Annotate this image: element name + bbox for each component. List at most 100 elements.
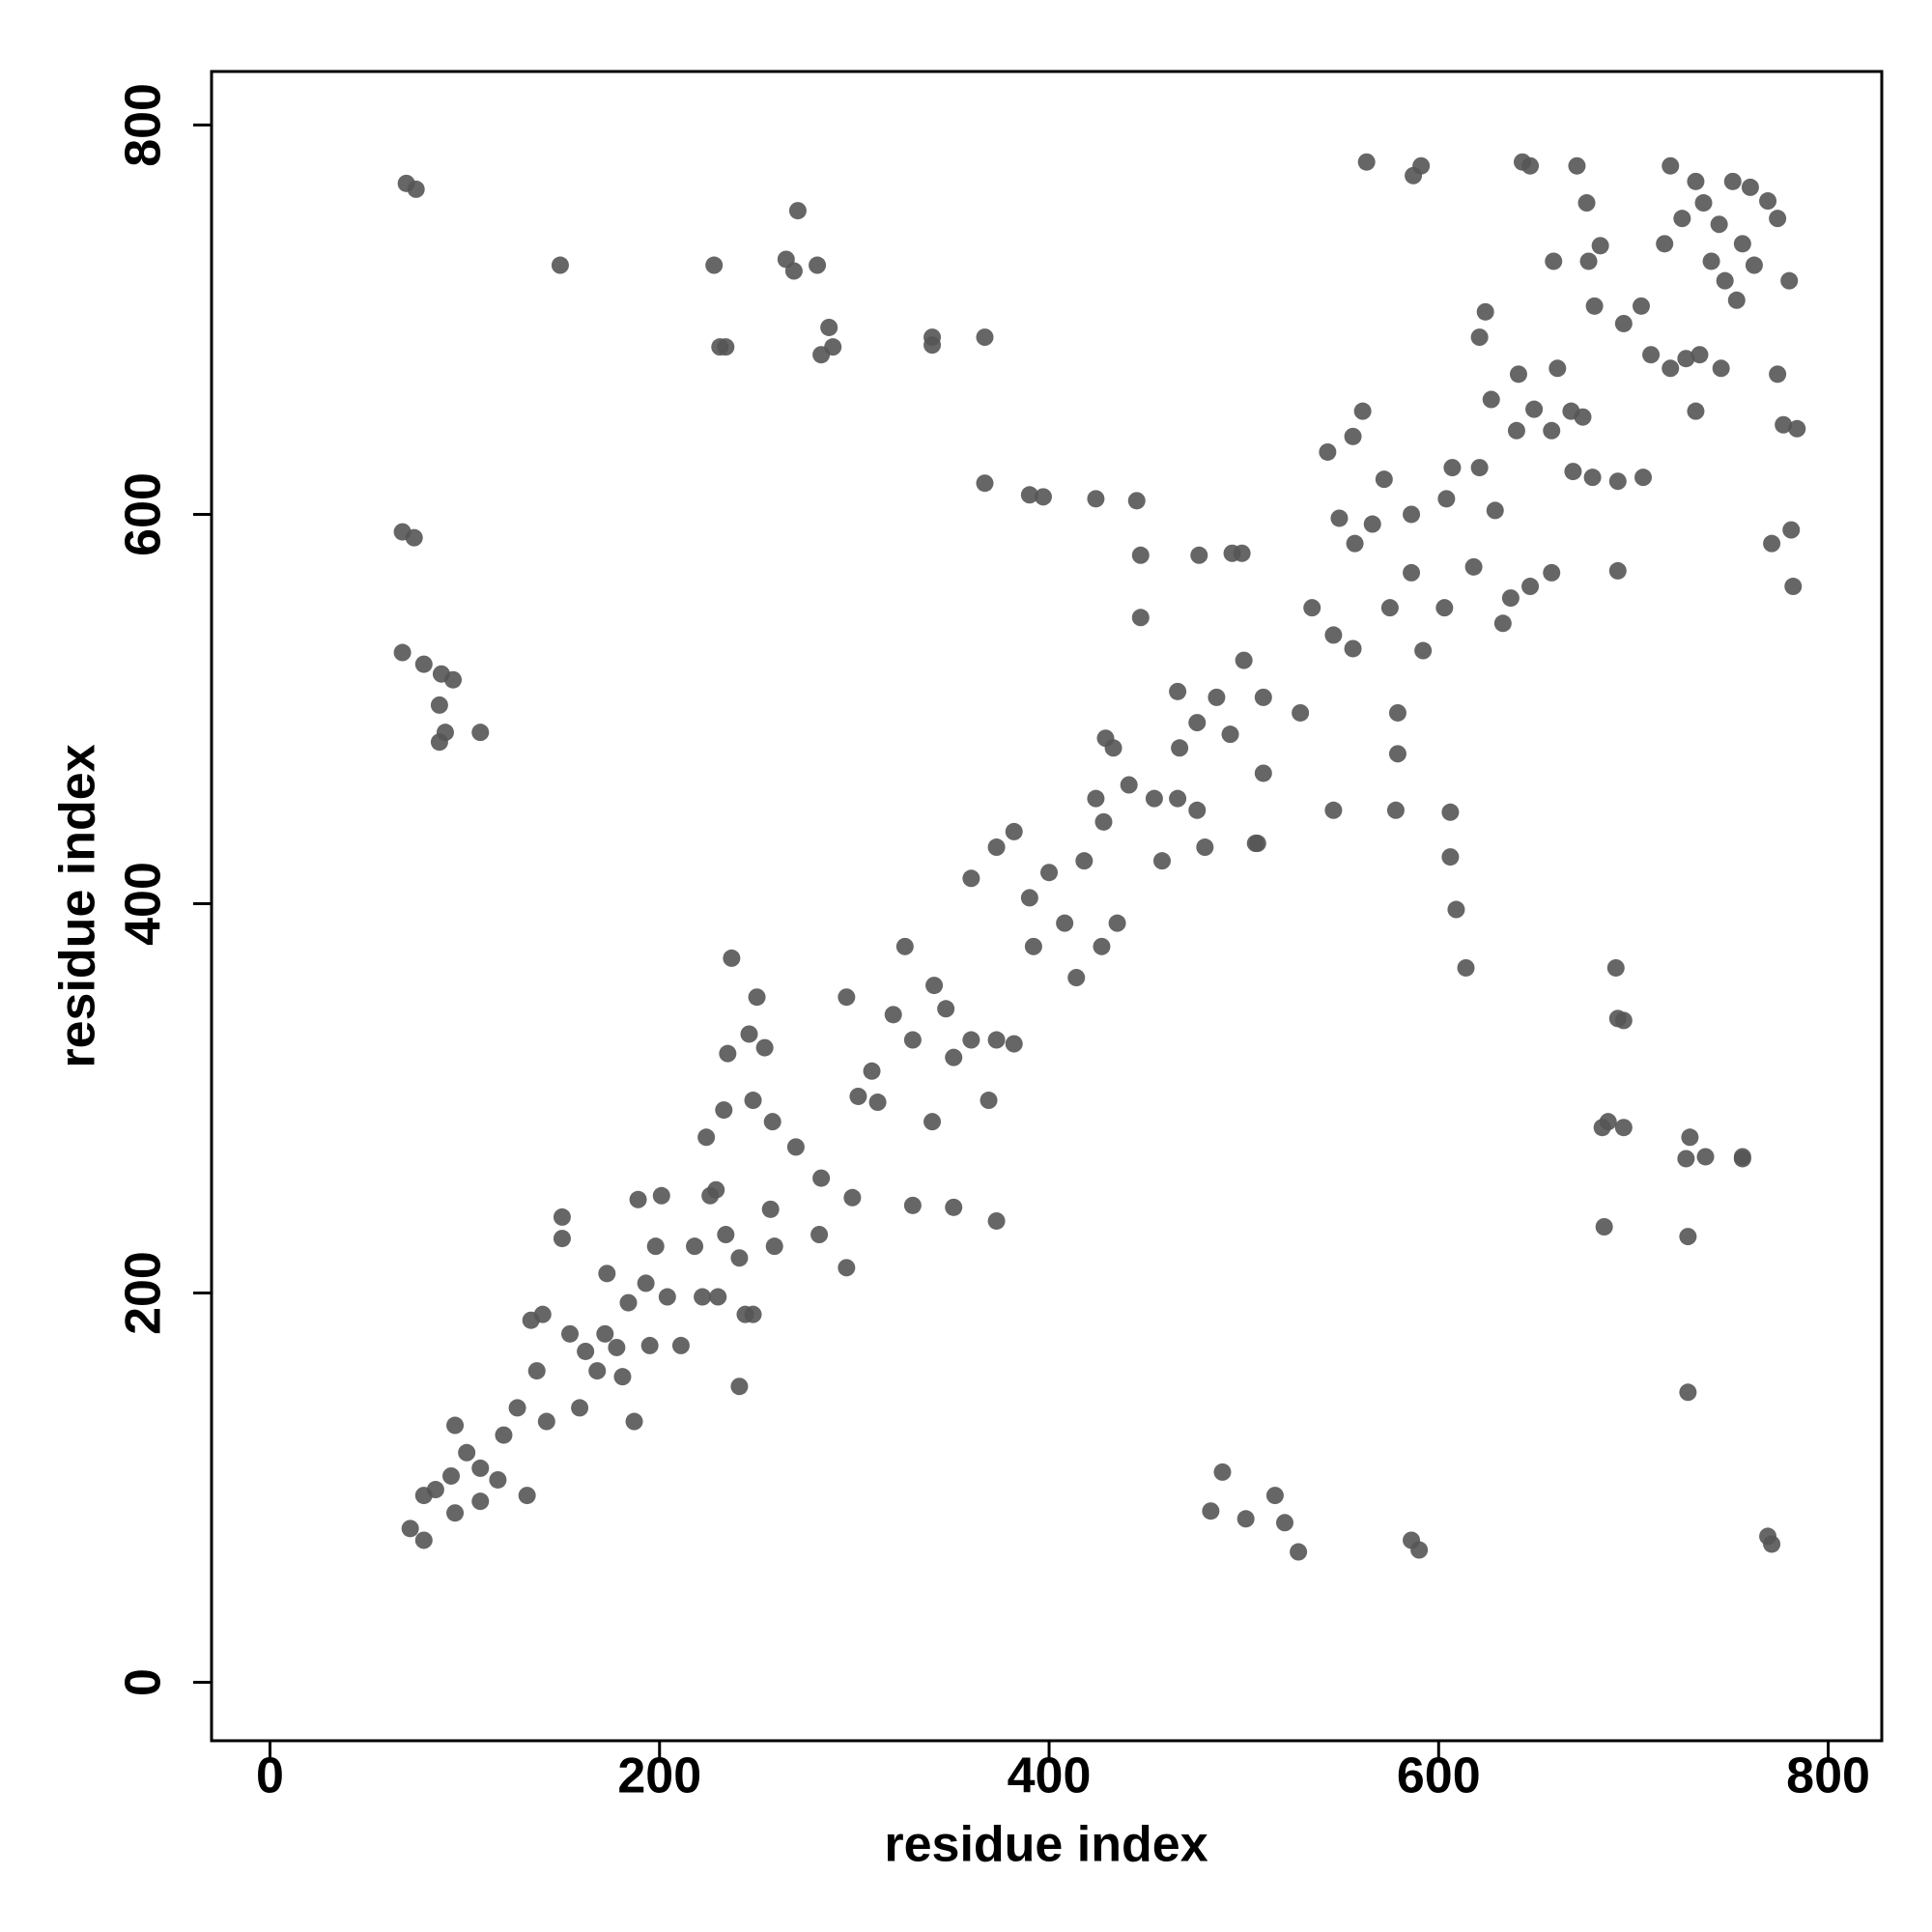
point xyxy=(414,655,433,673)
x-tick-label: 0 xyxy=(256,1748,284,1804)
point xyxy=(1303,599,1321,617)
point xyxy=(1782,521,1801,539)
point xyxy=(1780,271,1799,290)
point xyxy=(1677,1150,1695,1168)
point xyxy=(1507,421,1525,440)
point xyxy=(571,1399,589,1417)
point xyxy=(1094,812,1113,831)
point xyxy=(1733,235,1751,253)
point xyxy=(1020,889,1038,907)
point xyxy=(812,1169,831,1187)
point xyxy=(1202,1502,1220,1520)
point xyxy=(1545,252,1563,270)
point xyxy=(838,988,856,1007)
point xyxy=(1470,328,1489,347)
point xyxy=(1275,1514,1293,1532)
y-tick-label: 600 xyxy=(116,472,172,556)
point xyxy=(1443,459,1462,477)
point xyxy=(719,1044,737,1063)
point xyxy=(551,256,569,274)
point xyxy=(1437,490,1456,508)
point xyxy=(1521,156,1540,175)
point xyxy=(1087,789,1105,808)
point xyxy=(1388,703,1406,722)
point xyxy=(1595,1217,1613,1236)
y-tick-label: 400 xyxy=(116,862,172,946)
point xyxy=(1716,271,1734,290)
point xyxy=(1447,900,1465,919)
point xyxy=(537,1412,555,1431)
point xyxy=(838,1259,856,1277)
point xyxy=(987,1211,1006,1230)
point xyxy=(1662,156,1680,175)
point xyxy=(980,1092,998,1110)
point xyxy=(1441,848,1460,867)
point xyxy=(1464,557,1483,576)
point xyxy=(937,1000,955,1018)
point xyxy=(1634,469,1652,487)
point xyxy=(1254,764,1272,782)
point xyxy=(508,1399,526,1417)
point xyxy=(1005,822,1023,840)
point xyxy=(1694,194,1713,213)
point xyxy=(1152,852,1171,870)
point xyxy=(786,1138,805,1156)
x-tick-label: 400 xyxy=(1008,1748,1092,1804)
point xyxy=(1662,359,1680,378)
point xyxy=(1169,682,1187,700)
point xyxy=(945,1048,963,1066)
point xyxy=(1235,651,1253,669)
point xyxy=(1344,639,1362,658)
point xyxy=(987,838,1006,857)
point xyxy=(705,256,724,274)
point xyxy=(598,1264,616,1283)
point xyxy=(426,1481,444,1499)
point xyxy=(740,1025,758,1043)
point xyxy=(1067,969,1086,987)
point xyxy=(640,1336,659,1354)
point xyxy=(489,1470,507,1489)
point xyxy=(1292,703,1310,722)
point xyxy=(1188,801,1207,819)
point xyxy=(809,256,827,274)
point xyxy=(895,937,914,955)
point xyxy=(1591,237,1609,255)
point xyxy=(686,1237,704,1256)
point xyxy=(1386,801,1405,819)
point xyxy=(658,1288,676,1306)
point xyxy=(697,1128,716,1147)
point xyxy=(1131,546,1150,564)
point xyxy=(1690,346,1709,364)
point xyxy=(1482,390,1500,409)
point xyxy=(446,1504,465,1522)
point xyxy=(1548,359,1567,378)
point xyxy=(577,1342,595,1360)
point xyxy=(1608,472,1627,491)
point xyxy=(1346,534,1364,553)
point xyxy=(1435,599,1454,617)
point xyxy=(810,1226,829,1244)
point xyxy=(1388,745,1406,763)
y-tick-label: 0 xyxy=(116,1668,172,1696)
point xyxy=(401,1520,419,1538)
point xyxy=(709,1288,727,1306)
point xyxy=(1593,1119,1611,1137)
point xyxy=(812,346,831,364)
point xyxy=(1412,156,1431,175)
point xyxy=(715,1101,733,1120)
point xyxy=(1733,1150,1751,1168)
point xyxy=(444,670,463,689)
point xyxy=(1577,194,1596,213)
point xyxy=(765,1237,783,1256)
point xyxy=(1410,1541,1429,1559)
point xyxy=(1040,864,1059,882)
point xyxy=(1493,614,1512,633)
point xyxy=(1319,442,1337,461)
point xyxy=(1236,1510,1255,1528)
point xyxy=(1702,252,1720,270)
point xyxy=(1188,714,1207,732)
point xyxy=(1681,1128,1699,1147)
point xyxy=(1687,402,1705,420)
point xyxy=(1501,589,1520,608)
